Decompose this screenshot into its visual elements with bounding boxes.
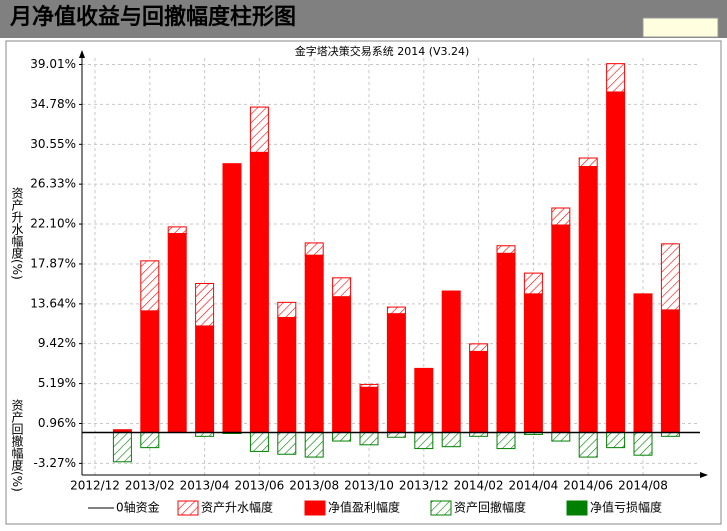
- bar: [249, 151, 269, 434]
- title-bar: [0, 0, 727, 38]
- x-tick-label: 2013/02: [125, 479, 175, 493]
- x-tick-label: 2014/04: [508, 479, 558, 493]
- bar: [140, 260, 160, 312]
- bar: [523, 272, 543, 295]
- x-tick-label: 2014/08: [618, 479, 668, 493]
- bar: [359, 386, 379, 434]
- y-tick-label: 30.55%: [30, 137, 76, 151]
- chart-subtitle: 金字塔决策交易系统 2014 (V3.24): [295, 44, 470, 58]
- y-tick-label: 5.19%: [38, 376, 76, 390]
- y-tick-label: 9.42%: [38, 336, 76, 350]
- bar: [523, 293, 543, 434]
- y-tick-label: -3.27%: [34, 456, 76, 470]
- bar: [551, 224, 571, 434]
- y-tick-label: 39.01%: [30, 57, 76, 71]
- bar: [441, 432, 461, 448]
- bar: [578, 432, 598, 458]
- x-axis-arrow: [700, 472, 708, 478]
- y-tick-label: 22.10%: [30, 217, 76, 231]
- bar: [277, 316, 297, 434]
- bar: [496, 252, 516, 434]
- bar: [469, 343, 489, 352]
- y-tick-label: 13.64%: [30, 296, 76, 310]
- bar: [332, 432, 352, 442]
- x-tick-label: 2013/12: [399, 479, 449, 493]
- bar: [222, 163, 242, 434]
- bar: [195, 282, 215, 327]
- bar: [359, 432, 379, 446]
- legend-swatch: [177, 500, 199, 516]
- legend-label: 0轴资金: [116, 500, 160, 515]
- bar: [304, 432, 324, 458]
- legend-swatch: [304, 500, 326, 516]
- bar: [140, 310, 160, 434]
- bar: [140, 432, 160, 449]
- bar: [578, 157, 598, 167]
- bar: [249, 106, 269, 153]
- bar: [386, 313, 406, 434]
- x-tick-label: 2013/06: [234, 479, 284, 493]
- x-tick-label: 2013/10: [344, 479, 394, 493]
- bar: [551, 207, 571, 226]
- bar: [332, 296, 352, 434]
- bar: [386, 306, 406, 315]
- bar: [277, 301, 297, 318]
- bar: [167, 226, 187, 234]
- bar: [469, 350, 489, 434]
- bar: [304, 242, 324, 256]
- y-tick-label: 17.87%: [30, 256, 76, 270]
- info-box: [642, 17, 719, 38]
- legend-label: 净值盈利幅度: [328, 500, 400, 515]
- bar: [633, 432, 653, 456]
- bar: [441, 290, 461, 434]
- bar: [277, 432, 297, 455]
- bar: [660, 243, 680, 311]
- bar: [606, 432, 626, 449]
- y-tick-label: 26.33%: [30, 177, 76, 191]
- bar: [578, 165, 598, 434]
- legend-swatch: [430, 500, 452, 516]
- y-axis-label: 资产回撤幅度(%): [10, 399, 24, 492]
- bar: [633, 293, 653, 434]
- bar: [660, 309, 680, 434]
- bar: [551, 432, 571, 442]
- bar: [359, 383, 379, 388]
- bar: [304, 254, 324, 434]
- x-tick-label: 2012/12: [70, 479, 120, 493]
- x-tick-label: 2013/08: [289, 479, 339, 493]
- bar: [414, 367, 434, 434]
- x-tick-label: 2013/04: [180, 479, 230, 493]
- x-tick-label: 2014/06: [563, 479, 613, 493]
- legend-label: 净值亏损幅度: [590, 500, 662, 515]
- bar: [195, 325, 215, 434]
- bar: [496, 432, 516, 450]
- y-tick-label: 0.96%: [38, 416, 76, 430]
- bar: [606, 91, 626, 434]
- y-tick-label: 34.78%: [30, 97, 76, 111]
- x-tick-label: 2014/02: [454, 479, 504, 493]
- y-axis-label: 资产升水幅度(%): [10, 187, 24, 280]
- y-axis-arrow: [79, 50, 85, 58]
- bar: [414, 432, 434, 450]
- bar: [332, 277, 352, 298]
- bar: [167, 232, 187, 434]
- legend-label: 资产升水幅度: [201, 500, 273, 515]
- bar: [249, 432, 269, 452]
- bar: [496, 245, 516, 254]
- legend-label: 资产回撤幅度: [454, 500, 526, 515]
- chart-title: 月净值收益与回撤幅度柱形图: [9, 4, 296, 30]
- bar: [606, 63, 626, 93]
- bar: [112, 432, 132, 463]
- legend-swatch: [566, 500, 588, 516]
